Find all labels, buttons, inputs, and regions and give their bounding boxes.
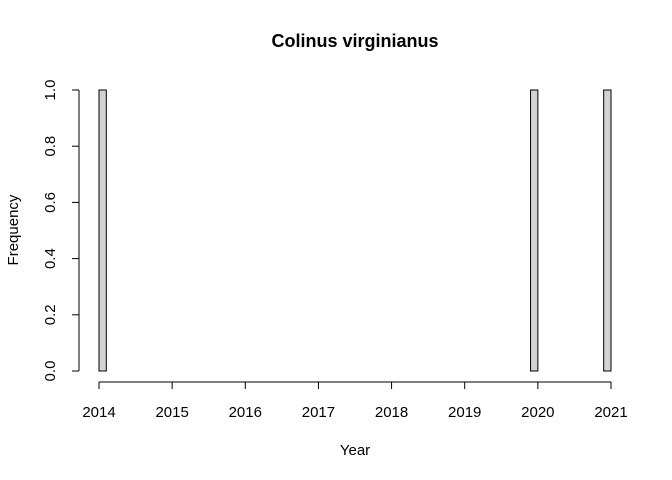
histogram-bar — [530, 89, 539, 372]
x-tick-label: 2017 — [302, 404, 335, 421]
x-tick-label: 2016 — [229, 404, 262, 421]
y-tick-label: 0.8 — [42, 136, 59, 157]
y-ticks-group: 0.0 0.2 0.4 0.6 0.8 1.0 — [42, 80, 79, 382]
histogram-bar — [603, 89, 612, 372]
bars-group — [98, 89, 612, 372]
histogram-bar — [98, 89, 107, 372]
y-tick-label: 0.6 — [42, 192, 59, 213]
y-axis-label: Frequency — [5, 194, 22, 265]
x-ticks-group: 2014 2015 2016 2017 2018 2019 2020 2021 — [82, 382, 628, 421]
x-axis-label: Year — [340, 442, 370, 459]
x-tick-label: 2020 — [521, 404, 554, 421]
x-tick-label: 2019 — [448, 404, 481, 421]
x-tick-label: 2018 — [375, 404, 408, 421]
x-tick-label: 2015 — [155, 404, 188, 421]
y-tick-label: 0.2 — [42, 304, 59, 325]
y-tick-label: 0.0 — [42, 361, 59, 382]
chart-title: Colinus virginianus — [271, 31, 438, 51]
y-tick-label: 1.0 — [42, 80, 59, 101]
x-tick-label: 2021 — [594, 404, 627, 421]
x-tick-label: 2014 — [82, 404, 115, 421]
y-tick-label: 0.4 — [42, 248, 59, 269]
